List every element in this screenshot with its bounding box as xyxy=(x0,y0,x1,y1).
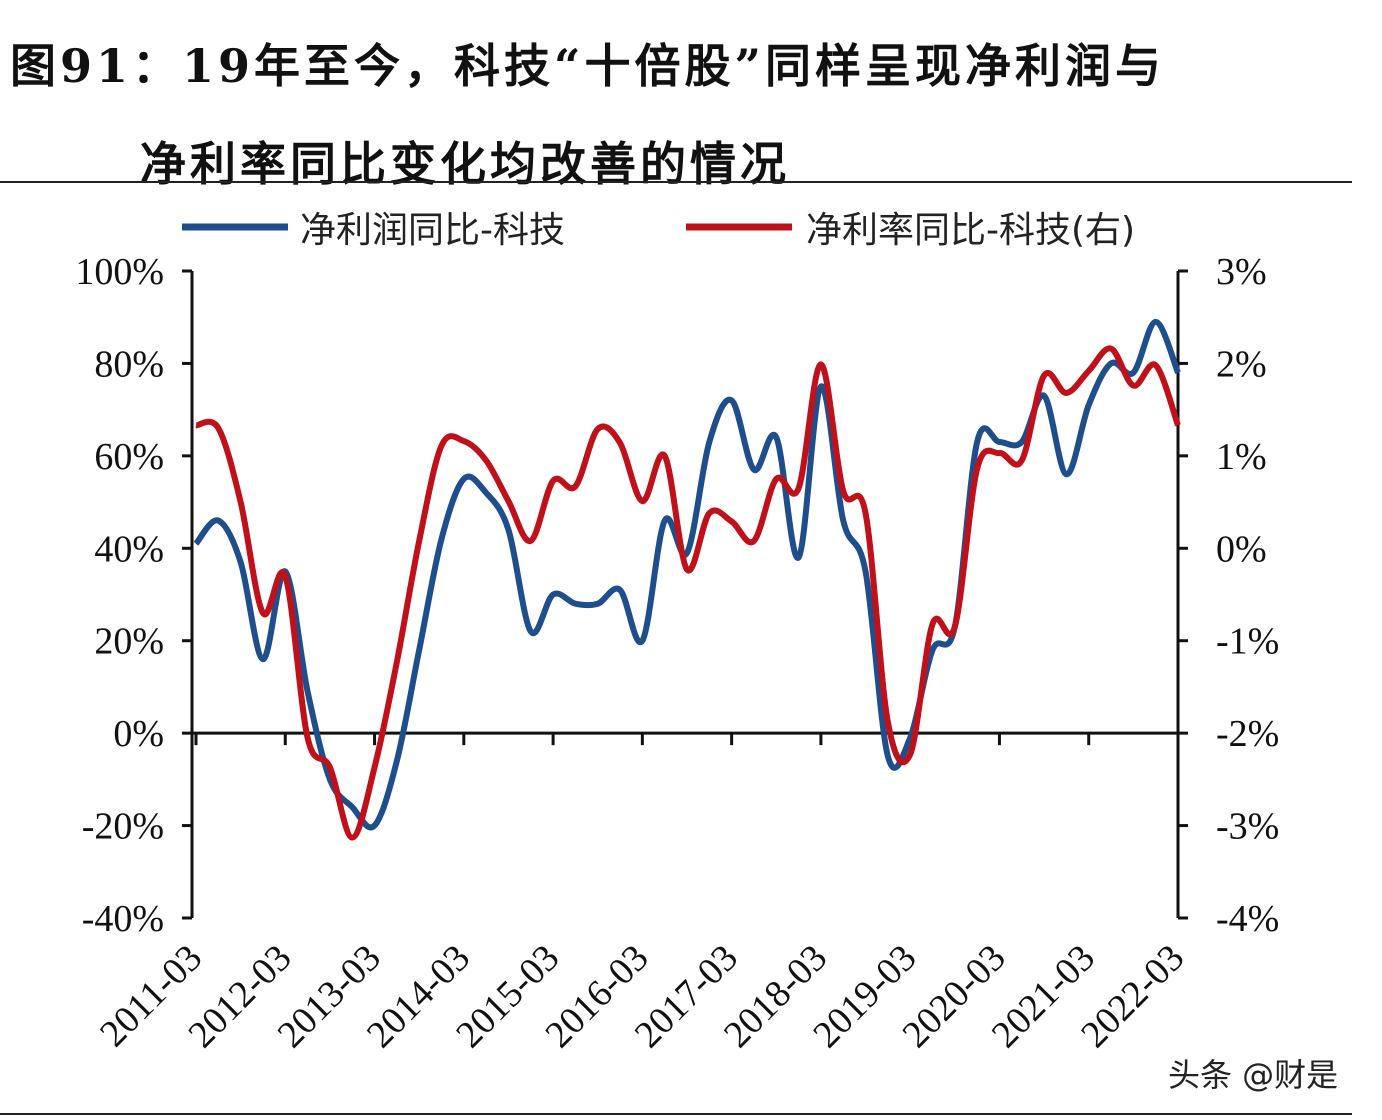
right-y-tick-label: 1% xyxy=(1216,436,1267,478)
series-line-net-profit xyxy=(193,318,1181,831)
right-y-tick-label: 0% xyxy=(1216,528,1267,570)
left-y-tick-label: 0% xyxy=(113,713,164,755)
left-y-tick-label: 40% xyxy=(94,528,164,570)
left-y-tick-label: 100% xyxy=(75,251,164,293)
right-y-tick-label: -1% xyxy=(1216,621,1279,663)
legend-label-net-margin: 净利率同比-科技(右) xyxy=(806,210,1135,251)
right-y-tick-label: -4% xyxy=(1216,898,1279,940)
right-y-tick-label: -3% xyxy=(1216,806,1279,848)
watermark: 头条 @财是 xyxy=(1168,1056,1339,1094)
left-y-tick-label: 20% xyxy=(94,621,164,663)
legend-label-net-profit: 净利润同比-科技 xyxy=(300,210,565,251)
series-line-net-margin xyxy=(195,345,1181,841)
left-y-tick-label: -40% xyxy=(82,898,164,940)
left-y-tick-label: 80% xyxy=(94,343,164,385)
left-y-tick-label: 60% xyxy=(94,436,164,478)
bottom-rule xyxy=(0,1113,1352,1115)
legend: 净利润同比-科技 净利率同比-科技(右) xyxy=(182,210,1135,251)
right-y-tick-label: 2% xyxy=(1216,343,1267,385)
right-y-tick-label: 3% xyxy=(1216,251,1267,293)
top-rule xyxy=(0,181,1352,183)
left-y-tick-label: -20% xyxy=(82,806,164,848)
right-y-tick-label: -2% xyxy=(1216,713,1279,755)
chart-title-line-1: 图91：19年至今，科技“十倍股”同样呈现净利润与 xyxy=(10,39,1165,93)
